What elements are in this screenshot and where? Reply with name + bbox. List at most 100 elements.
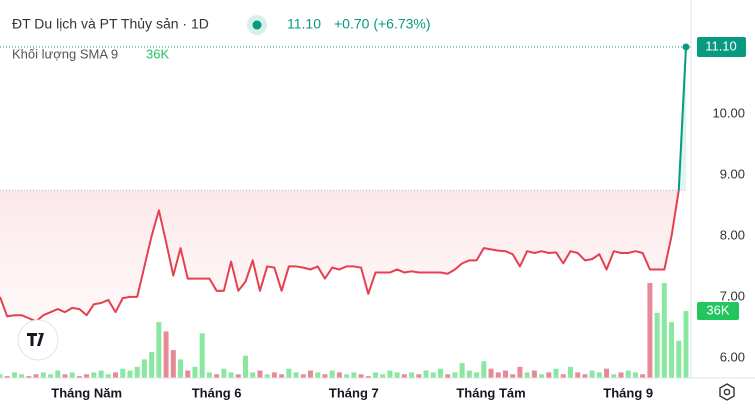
volume-bar	[308, 370, 314, 378]
volume-bar	[539, 374, 545, 378]
volume-bar	[156, 322, 162, 378]
last-price-tag	[697, 36, 746, 57]
volume-bar	[257, 370, 263, 378]
price-line	[0, 46, 687, 323]
volume-bar	[221, 368, 227, 378]
volume-bar	[105, 374, 111, 378]
volume-bar	[387, 370, 393, 378]
volume-bar	[279, 374, 285, 378]
x-tick-label: Tháng Năm	[51, 385, 122, 400]
x-tick-label: Tháng 7	[329, 385, 379, 400]
volume-bar	[55, 370, 61, 378]
volume-bar	[300, 374, 306, 378]
volume-bar	[437, 368, 443, 378]
volume-bar	[596, 372, 602, 378]
volume-bar	[481, 361, 487, 378]
volume-bar	[401, 374, 407, 378]
volume-bar	[495, 372, 501, 378]
volume-bar	[62, 374, 68, 378]
volume-bar	[502, 370, 508, 378]
volume-bar	[48, 374, 54, 378]
volume-bar	[669, 322, 675, 378]
volume-bar	[170, 350, 176, 378]
volume-bar	[445, 374, 451, 378]
volume-bar	[120, 368, 126, 378]
symbol-title: ĐT Du lịch và PT Thủy sản · 1D	[12, 16, 209, 32]
logo[interactable]	[17, 319, 59, 361]
volume-bar	[589, 370, 595, 378]
volume-bar	[459, 363, 465, 378]
volume-bar	[531, 370, 537, 378]
volume-bar	[178, 359, 184, 378]
volume-bar	[344, 374, 350, 378]
volume-bar	[286, 368, 292, 378]
plot-area	[0, 43, 691, 378]
volume-bar	[322, 374, 328, 378]
volume-bar	[250, 372, 256, 378]
y-tick-label: 7.00	[720, 288, 745, 303]
volume-bar	[149, 351, 155, 378]
volume-bar	[358, 374, 364, 378]
volume-bar	[40, 372, 46, 378]
volume-sma-tag	[697, 301, 739, 320]
volume-bar	[329, 370, 335, 378]
volume-bar	[4, 376, 10, 378]
volume-sma-tag-label: 36K	[706, 302, 729, 317]
last-price-tag-label: 11.10	[705, 38, 737, 53]
volume-bar	[560, 374, 566, 378]
volume-bar	[243, 355, 249, 378]
volume-bar	[546, 372, 552, 378]
volume-bar	[661, 283, 667, 378]
volume-bar	[19, 374, 25, 378]
volume-bar	[517, 366, 523, 378]
last-price: 11.10	[287, 16, 321, 32]
volume-bar	[0, 374, 3, 378]
volume-bar	[409, 372, 415, 378]
volume-bar	[524, 372, 530, 378]
y-tick-label: 6.00	[720, 349, 745, 364]
volume-bar	[91, 372, 97, 378]
volume-bar	[676, 340, 682, 378]
volume-bar	[185, 370, 191, 378]
volume-bar	[625, 370, 631, 378]
volume-bar	[567, 366, 573, 378]
volume-bar	[452, 372, 458, 378]
volume-bar	[640, 374, 646, 378]
volume-bar	[235, 374, 241, 378]
volume-bar	[632, 372, 638, 378]
volume-bar	[264, 374, 270, 378]
volume-bar	[206, 372, 212, 378]
volume-bar	[394, 372, 400, 378]
volume-bar	[192, 366, 198, 378]
volume-bar	[26, 376, 32, 378]
volume-bar	[474, 372, 480, 378]
volume-bar	[98, 370, 104, 378]
volume-bar	[351, 372, 357, 378]
volume-bar	[488, 368, 494, 378]
volume-bar	[336, 372, 342, 378]
volume-bar	[33, 374, 39, 378]
volume-bar	[315, 372, 321, 378]
volume-bar	[214, 374, 220, 378]
volume-bar	[611, 374, 617, 378]
y-tick-label: 10.00	[712, 105, 745, 120]
volume-bar	[11, 372, 17, 378]
volume-bar	[466, 370, 472, 378]
volume-bar	[163, 331, 169, 378]
settings-button[interactable]	[719, 383, 735, 401]
volume-bar	[134, 366, 140, 378]
volume-bar	[423, 370, 429, 378]
volume-sma-value: 36K	[146, 46, 169, 61]
volume-bar	[141, 359, 147, 378]
volume-bar	[510, 374, 516, 378]
volume-title: Khối lượng SMA 9	[12, 46, 118, 61]
y-tick-label: 8.00	[720, 227, 745, 242]
volume-bar	[430, 372, 436, 378]
volume-bar	[553, 368, 559, 378]
x-tick-label: Tháng 9	[603, 385, 653, 400]
logo-mark	[27, 333, 44, 346]
volume-bar	[647, 283, 653, 378]
price-change: +0.70 (+6.73%)	[334, 16, 431, 32]
volume-bar	[271, 372, 277, 378]
y-tick-label: 9.00	[720, 166, 745, 181]
